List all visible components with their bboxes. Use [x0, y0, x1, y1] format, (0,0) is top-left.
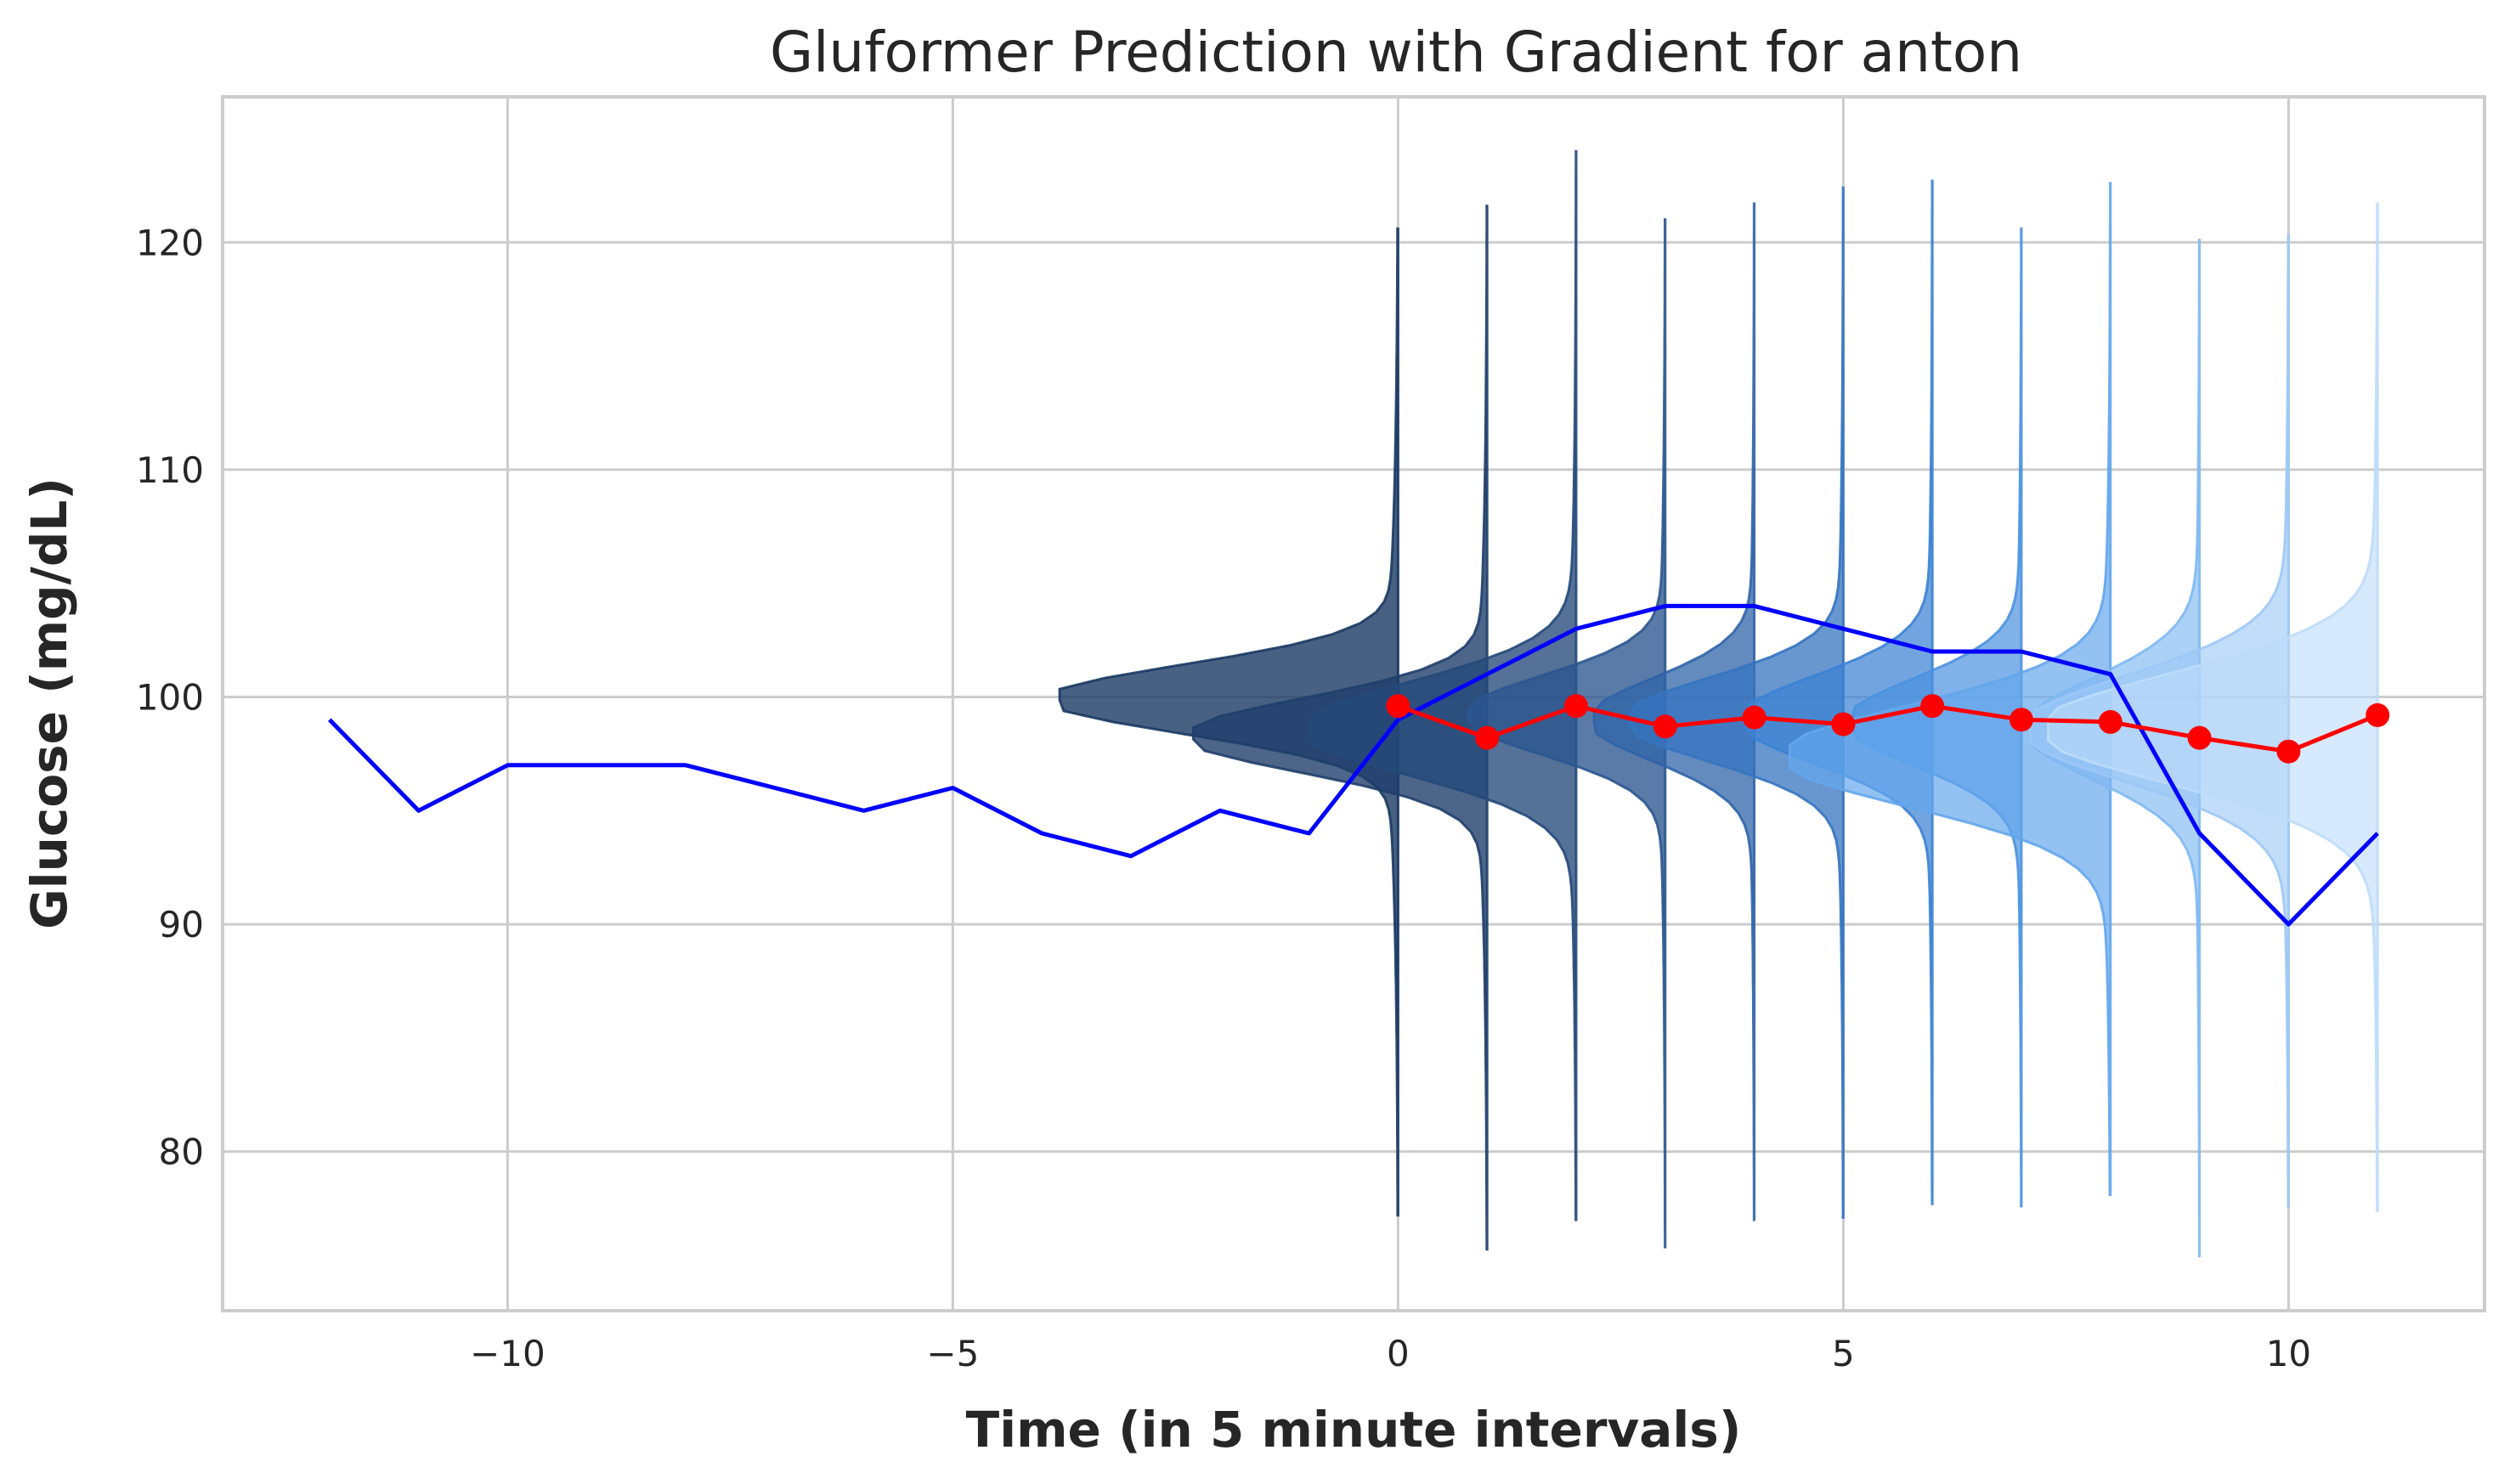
x-tick-label: −10 — [470, 1333, 545, 1374]
prediction-distribution — [1744, 179, 1934, 1205]
x-tick-label: −5 — [926, 1333, 979, 1374]
prediction-point — [1386, 694, 1410, 719]
x-tick-label: 0 — [1387, 1333, 1410, 1374]
series-lines — [328, 603, 2379, 927]
x-tick-labels: −10 −5 0 5 10 — [470, 1333, 2311, 1374]
y-tick-label: 90 — [159, 904, 204, 945]
x-axis-label: Time (in 5 minute intervals) — [966, 1401, 1742, 1459]
actual-glucose-line — [328, 603, 2379, 927]
prediction-point — [1475, 725, 1500, 750]
prediction-distribution — [1308, 150, 1578, 1222]
chart-title: Gluformer Prediction with Gradient for a… — [770, 20, 2022, 85]
prediction-distribution — [2047, 202, 2379, 1212]
prediction-point — [1742, 705, 1766, 730]
y-tick-label: 110 — [136, 449, 204, 491]
y-tick-label: 120 — [136, 222, 204, 263]
prediction-point — [2098, 709, 2122, 734]
y-tick-label: 100 — [136, 676, 204, 718]
prediction-point — [2187, 725, 2212, 750]
y-axis-label: Glucose (mg/dL) — [20, 477, 78, 929]
prediction-point — [2276, 739, 2301, 764]
prediction-distribution — [1467, 217, 1667, 1249]
x-tick-label: 5 — [1832, 1333, 1855, 1374]
prediction-distribution — [1628, 186, 1845, 1219]
y-tick-labels: 80 90 100 110 120 — [136, 222, 204, 1172]
prediction-distribution — [1789, 182, 2112, 1197]
predicted-glucose-line — [1397, 703, 2379, 754]
prediction-point — [1831, 712, 1856, 736]
prediction-point — [1653, 714, 1677, 739]
prediction-point — [2366, 703, 2390, 727]
prediction-point — [1564, 694, 1589, 719]
prediction-distributions — [1058, 150, 2379, 1258]
prediction-point — [2009, 708, 2034, 732]
x-tick-label: 10 — [2266, 1333, 2311, 1374]
plot-frame — [221, 95, 2486, 1312]
prediction-points — [1386, 694, 2390, 764]
y-tick-label: 80 — [159, 1131, 204, 1173]
prediction-point — [1920, 694, 1945, 719]
